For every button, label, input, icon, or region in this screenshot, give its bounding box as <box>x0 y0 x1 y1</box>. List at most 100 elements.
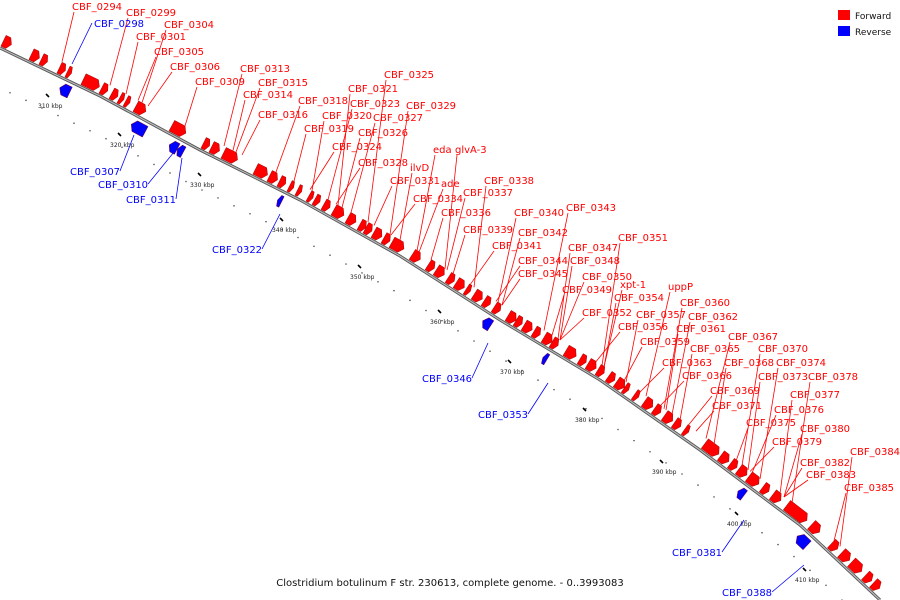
forward-gene-label: CBF_0347 <box>568 243 618 254</box>
reverse-gene-label: CBF_0307 <box>70 167 120 178</box>
leader-line <box>495 265 521 302</box>
scale-dot <box>745 519 747 522</box>
forward-gene <box>294 184 303 197</box>
leader-line <box>390 203 416 236</box>
tick-label: 390 kbp <box>652 469 677 476</box>
forward-gene <box>620 382 631 395</box>
forward-gene <box>80 73 100 91</box>
leader-line <box>327 108 353 200</box>
forward-gene-label: CBF_0362 <box>688 312 738 323</box>
forward-gene-label: CBF_0309 <box>195 77 245 88</box>
tick-mark <box>659 459 664 464</box>
scale-dot <box>41 107 43 109</box>
leader-line <box>559 317 585 341</box>
leader-line <box>559 281 585 341</box>
backbone-highlight <box>0 47 881 600</box>
forward-gene <box>388 236 405 253</box>
leader-line <box>601 242 621 366</box>
scale-dot <box>425 309 427 312</box>
forward-gene-label: CBF_0314 <box>243 90 293 101</box>
leader-line <box>446 197 466 271</box>
forward-gene <box>869 578 882 591</box>
tick-mark <box>437 309 442 314</box>
leader-line <box>783 433 803 498</box>
forward-gene <box>726 458 739 471</box>
forward-gene <box>744 471 760 487</box>
scale-dot <box>297 236 299 239</box>
leader-line <box>501 237 521 306</box>
leader-line <box>309 151 335 190</box>
leader-line <box>595 331 621 362</box>
forward-gene-label: CBF_0336 <box>441 208 491 219</box>
legend-reverse-swatch <box>838 26 850 36</box>
scale-dot <box>521 369 523 372</box>
leader-line <box>747 381 761 471</box>
forward-gene-label: CBF_0334 <box>413 194 463 205</box>
forward-gene <box>132 100 147 116</box>
leader-line <box>119 134 135 172</box>
scale-dot <box>569 398 571 400</box>
scale-dot <box>345 263 347 265</box>
leader-line <box>184 86 198 127</box>
forward-gene-label: CBF_0319 <box>304 124 354 135</box>
leader-line <box>751 414 777 474</box>
forward-gene-label: CBF_0356 <box>618 322 668 333</box>
forward-gene-label: CBF_0373 <box>758 372 808 383</box>
forward-gene-label: CBF_0331 <box>390 176 440 187</box>
tick-label: 340 kbp <box>272 227 297 234</box>
reverse-gene <box>59 83 73 99</box>
forward-gene <box>56 61 66 76</box>
forward-gene <box>408 249 421 263</box>
leader-line <box>497 217 517 303</box>
forward-gene <box>504 310 517 324</box>
tick-mark <box>582 407 587 412</box>
scale-dot <box>601 417 603 420</box>
scale-dot <box>73 122 75 124</box>
forward-gene <box>108 87 119 101</box>
leader-line <box>389 110 409 235</box>
forward-gene <box>362 222 373 236</box>
forward-gene-label: CBF_0363 <box>662 358 712 369</box>
forward-gene <box>252 163 268 179</box>
forward-gene-label: CBF_0324 <box>332 142 382 153</box>
tick-label: 400 kbp <box>727 521 752 528</box>
forward-gene-label: CBF_0341 <box>492 241 542 252</box>
scale-dot <box>665 462 667 464</box>
forward-gene-label: CBF_0376 <box>774 405 824 416</box>
forward-gene-label: CBF_0299 <box>126 8 176 19</box>
leader-line <box>671 321 691 415</box>
scale-dot <box>361 272 363 274</box>
forward-gene-label: CBF_0349 <box>562 285 612 296</box>
forward-gene-label: CBF_0361 <box>676 324 726 335</box>
forward-gene-label: CBF_0338 <box>484 176 534 187</box>
leader-line <box>71 22 93 65</box>
scale-dot <box>233 205 235 207</box>
scale-dot <box>505 360 507 362</box>
legend-forward-label: Forward <box>855 12 891 22</box>
genome-backbone <box>0 46 882 600</box>
leader-line <box>663 307 683 409</box>
forward-gene-label: CBF_0360 <box>680 298 730 309</box>
scale-dot <box>265 220 267 223</box>
forward-gene-label: CBF_0326 <box>358 128 408 139</box>
reverse-gene-label: CBF_0311 <box>126 195 176 206</box>
leader-line <box>625 319 639 383</box>
reverse-gene <box>482 317 495 332</box>
forward-gene-label: CBF_0359 <box>640 337 690 348</box>
forward-gene-label: CBF_0313 <box>240 64 290 75</box>
forward-gene-label: CBF_0323 <box>350 99 400 110</box>
forward-gene <box>700 438 720 457</box>
scale-ticks: 310 kbp 320 kbp 330 kbp 340 kbp 350 kbp 360 k… <box>38 93 820 584</box>
scale-dot <box>697 484 699 486</box>
forward-gene-label: CBF_0342 <box>518 228 568 239</box>
forward-gene-label: CBF_0337 <box>463 188 513 199</box>
scale-dot <box>649 450 651 453</box>
forward-gene <box>28 48 40 63</box>
tick-mark <box>279 217 284 222</box>
scale-dot <box>729 508 731 510</box>
scale-dot <box>217 197 219 199</box>
leader-line <box>771 564 805 593</box>
leader-line <box>137 56 157 101</box>
reverse-gene-label: CBF_0322 <box>212 245 262 256</box>
